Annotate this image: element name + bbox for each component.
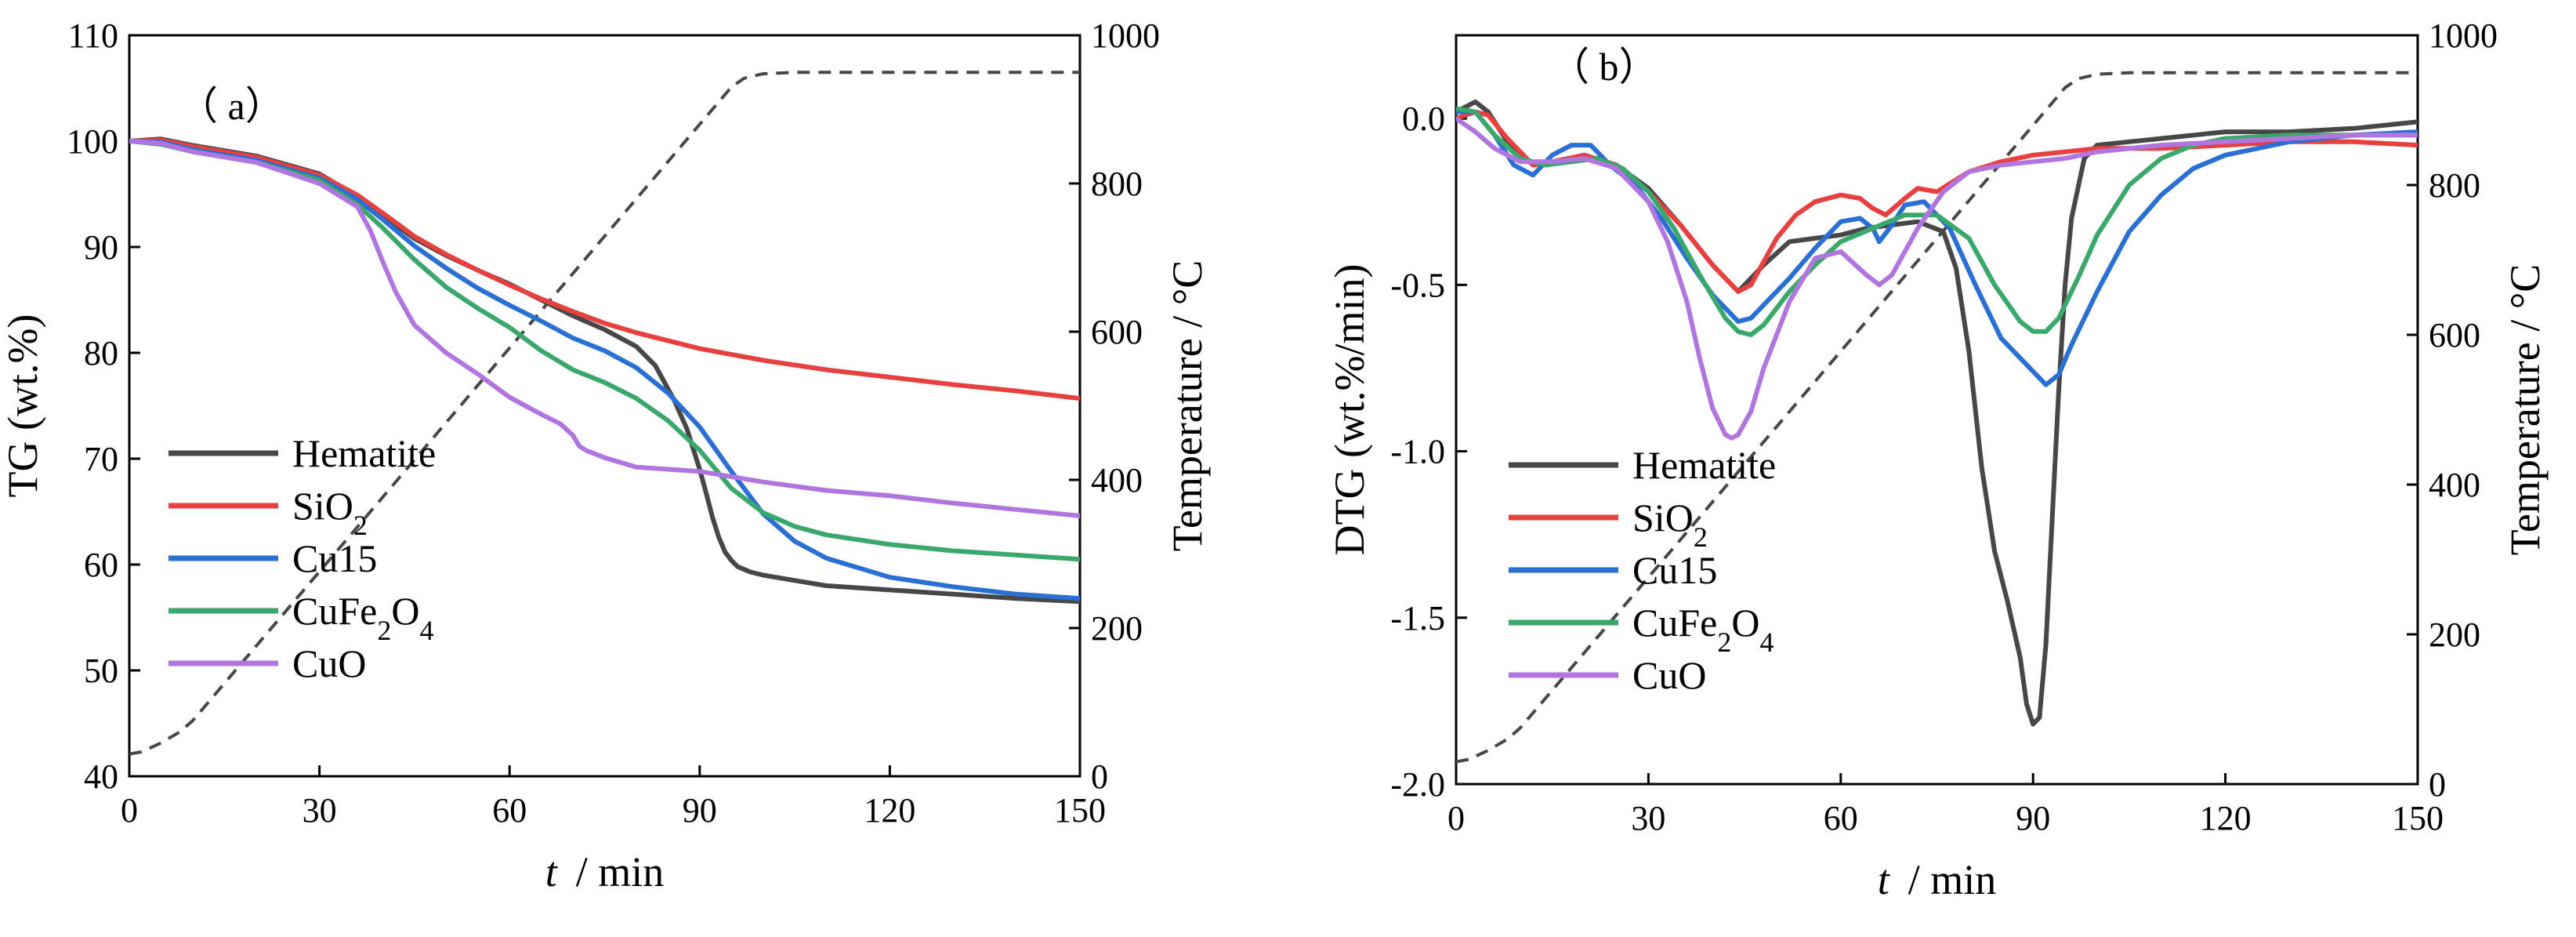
- y2-tick-label: 1000: [1091, 16, 1160, 55]
- y-tick-label: 110: [68, 16, 118, 55]
- x-tick-label: 90: [2016, 799, 2050, 837]
- legend-label-cufe2o4: CuFe2O4: [1632, 601, 1773, 658]
- y-tick-label: 40: [84, 757, 118, 796]
- x-tick-label: 0: [121, 791, 138, 830]
- series-line-cu15: [129, 139, 1080, 601]
- legend-label-sio2: SiO2: [292, 484, 368, 541]
- y-tick-label: -2.0: [1390, 765, 1445, 804]
- chart-panel-b: 0 30 60 90 120 150 -2.0 -1.5 -1.0 -0.5 0.0 0 200 400 6…: [1326, 16, 2549, 903]
- series-line-sio2: [129, 137, 1080, 401]
- y2-tick-label: 800: [1091, 165, 1143, 203]
- y-axis-label: DTG (wt.%/min): [1326, 264, 1373, 556]
- y2-tick-label: 200: [1091, 609, 1143, 648]
- plot-area: [1456, 71, 2418, 764]
- y2-tick-label: 600: [1091, 313, 1143, 351]
- y-tick-label: 70: [84, 440, 118, 478]
- y-tick-label: 50: [84, 652, 118, 690]
- series-line-cuo: [129, 139, 1080, 518]
- legend-label-cu15: Cu15: [1632, 548, 1717, 592]
- y-tick-label: 80: [84, 334, 118, 372]
- x-tick-label: 150: [2392, 799, 2444, 837]
- x-tick-label: 90: [683, 791, 717, 830]
- y-tick-label: 60: [84, 546, 118, 584]
- x-tick-label: 60: [1824, 799, 1858, 837]
- legend-label-cu15: Cu15: [292, 536, 377, 580]
- series-line-cuo: [1456, 116, 2418, 441]
- y-tick-label: -1.0: [1390, 433, 1445, 471]
- x-axis-unit: / min: [1908, 856, 1997, 903]
- x-tick-label: 120: [2200, 799, 2252, 837]
- plot-area: [129, 71, 1080, 756]
- y2-tick-label: 400: [1091, 461, 1143, 499]
- series-line-cufe2o4: [129, 139, 1080, 562]
- legend-label-cuo: CuO: [1632, 653, 1706, 697]
- y2-tick-label: 0: [2429, 765, 2446, 804]
- x-axis-variable: t: [1878, 856, 1891, 903]
- y2-tick-label: 0: [1091, 757, 1108, 796]
- y-axis-label: TG (wt.%): [0, 314, 46, 498]
- y-tick-label: -0.5: [1390, 266, 1445, 304]
- y-tick-label: 100: [67, 122, 118, 161]
- y2-tick-label: 200: [2429, 616, 2480, 654]
- panel-label: （ b）: [1550, 45, 1658, 89]
- x-tick-label: 30: [303, 791, 337, 830]
- y2-axis-label: Temperature / °C: [2502, 264, 2549, 556]
- y2-tick-label: 400: [2429, 466, 2480, 504]
- x-tick-label: 60: [492, 791, 527, 830]
- x-tick-label: 0: [1447, 799, 1465, 837]
- legend-label-hematite: Hematite: [1632, 443, 1776, 487]
- y-tick-label: 0.0: [1402, 100, 1445, 138]
- temperature-dashed-line: [129, 71, 1080, 756]
- y2-tick-label: 800: [2429, 166, 2480, 205]
- legend-label-hematite: Hematite: [292, 431, 436, 475]
- legend-label-sio2: SiO2: [1632, 496, 1708, 553]
- x-tick-label: 150: [1054, 791, 1106, 830]
- plot-frame: [1455, 34, 2419, 786]
- x-axis-label: t / min: [545, 848, 665, 895]
- series-line-hematite: [129, 136, 1080, 605]
- legend-label-cufe2o4: CuFe2O4: [292, 589, 433, 646]
- temperature-dashed-line: [1456, 71, 2418, 764]
- panel-label: （ a）: [179, 84, 284, 128]
- y2-axis-label: Temperature / °C: [1164, 260, 1211, 552]
- y2-tick-label: 600: [2429, 316, 2480, 354]
- legend-label-cuo: CuO: [292, 641, 366, 685]
- plot-frame: [128, 34, 1081, 778]
- y-tick-label: 90: [84, 228, 118, 267]
- x-tick-label: 120: [864, 791, 915, 830]
- y2-tick-label: 1000: [2429, 16, 2498, 55]
- x-tick-label: 30: [1631, 799, 1665, 837]
- chart-panel-a: 0 30 60 90 120 150 40 50 60 70 80 90 100 110 0 200 400 60…: [0, 16, 1211, 895]
- y-tick-label: -1.5: [1390, 599, 1445, 637]
- x-axis-unit: / min: [576, 848, 665, 895]
- series-line-cu15: [1456, 109, 2418, 387]
- x-axis-variable: t: [545, 848, 559, 895]
- series-line-hematite: [1456, 99, 2418, 727]
- x-axis-label: t / min: [1878, 856, 1997, 903]
